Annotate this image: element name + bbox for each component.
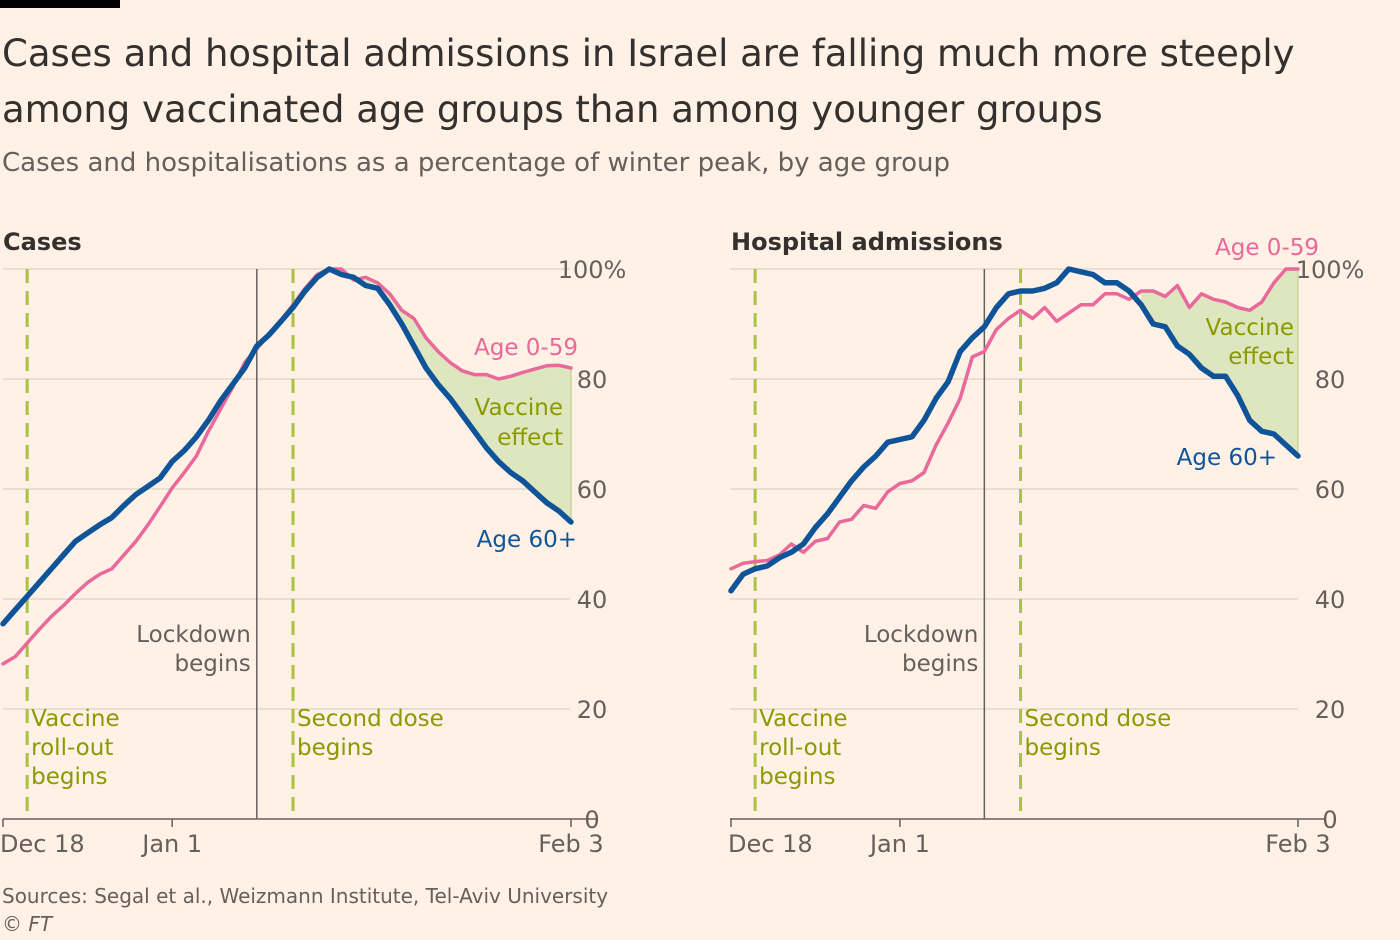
panel2-title: Hospital admissions [731,228,1003,256]
panel1-x-tick-2: Feb 3 [538,830,603,858]
panel1-second-dose-label-0: Second dose [297,706,444,732]
panel1-y-tick-80: 80 [577,366,608,394]
panel1-line-age-0-59 [1,267,573,666]
panel2-vaccine-rollout-label-2: begins [759,764,835,790]
panel1-label-age-0-59: Age 0-59 [474,335,578,361]
panel1-x-tick-1: Jan 1 [140,830,202,858]
panel1-y-tick-20: 20 [577,696,608,724]
panel1-lockdown-label-0: Lockdown [136,622,251,648]
panel1-lockdown-label-1: begins [174,651,250,677]
panel2-label-age-0-59: Age 0-59 [1215,235,1319,261]
panel1-vaccine-rollout-label-1: roll-out [31,735,113,761]
panel2-line-age-0-59 [729,267,1300,571]
chart-subtitle: Cases and hospitalisations as a percenta… [2,148,950,178]
panel1-vaccine-effect-area [341,269,571,522]
panel2-y-tick-100: 100% [1296,256,1365,284]
panel1-y-tick-0: 0 [584,806,599,834]
panel1-y-tick-100: 100% [558,256,627,284]
panel2-vaccine-effect-area [1141,269,1298,456]
panel2-vaccine-effect-label-0: Vaccine [1206,315,1294,341]
source-note: Sources: Segal et al., Weizmann Institut… [2,884,609,908]
panel2-second-dose-label-0: Second dose [1025,706,1172,732]
panel2-y-tick-80: 80 [1315,366,1346,394]
panel1-vaccine-rollout-label-0: Vaccine [31,706,119,732]
panel1-vaccine-effect-label-0: Vaccine [475,395,563,421]
panel1-y-tick-60: 60 [577,476,608,504]
panel2-lockdown-label-0: Lockdown [864,622,979,648]
panel2-y-tick-40: 40 [1315,586,1346,614]
panel1-label-age-60-plus: Age 60+ [477,527,577,553]
panel2-line-age-60-plus [728,266,1301,594]
panel1-line-age-60-plus [0,266,574,627]
panel2-second-dose-label-1: begins [1025,735,1101,761]
chart-title: Cases and hospital admissions in Israel … [2,32,1295,131]
ft-credit: © FT [2,912,53,936]
ft-top-bar [0,0,120,8]
panel1-y-tick-40: 40 [577,586,608,614]
footer: Sources: Segal et al., Weizmann Institut… [2,882,608,938]
panel1-vaccine-effect-label-1: effect [497,425,563,451]
panel1-second-dose-label-1: begins [297,735,373,761]
panel1-x-tick-0: Dec 18 [0,830,85,858]
panel2-vaccine-rollout-label-1: roll-out [759,735,841,761]
panel2-vaccine-rollout-label-0: Vaccine [759,706,847,732]
panel2-x-tick-2: Feb 3 [1265,830,1330,858]
panel2-y-tick-60: 60 [1315,476,1346,504]
panel2-vaccine-effect-label-1: effect [1228,344,1294,370]
panel1-vaccine-rollout-label-2: begins [31,764,107,790]
panel2-x-tick-0: Dec 18 [728,830,813,858]
panel2-x-tick-1: Jan 1 [868,830,930,858]
panel2-y-tick-0: 0 [1322,806,1337,834]
panel1-title: Cases [3,228,82,256]
panel2-y-tick-20: 20 [1315,696,1346,724]
panel2-lockdown-label-1: begins [902,651,978,677]
panel2-label-age-60-plus: Age 60+ [1177,445,1277,471]
